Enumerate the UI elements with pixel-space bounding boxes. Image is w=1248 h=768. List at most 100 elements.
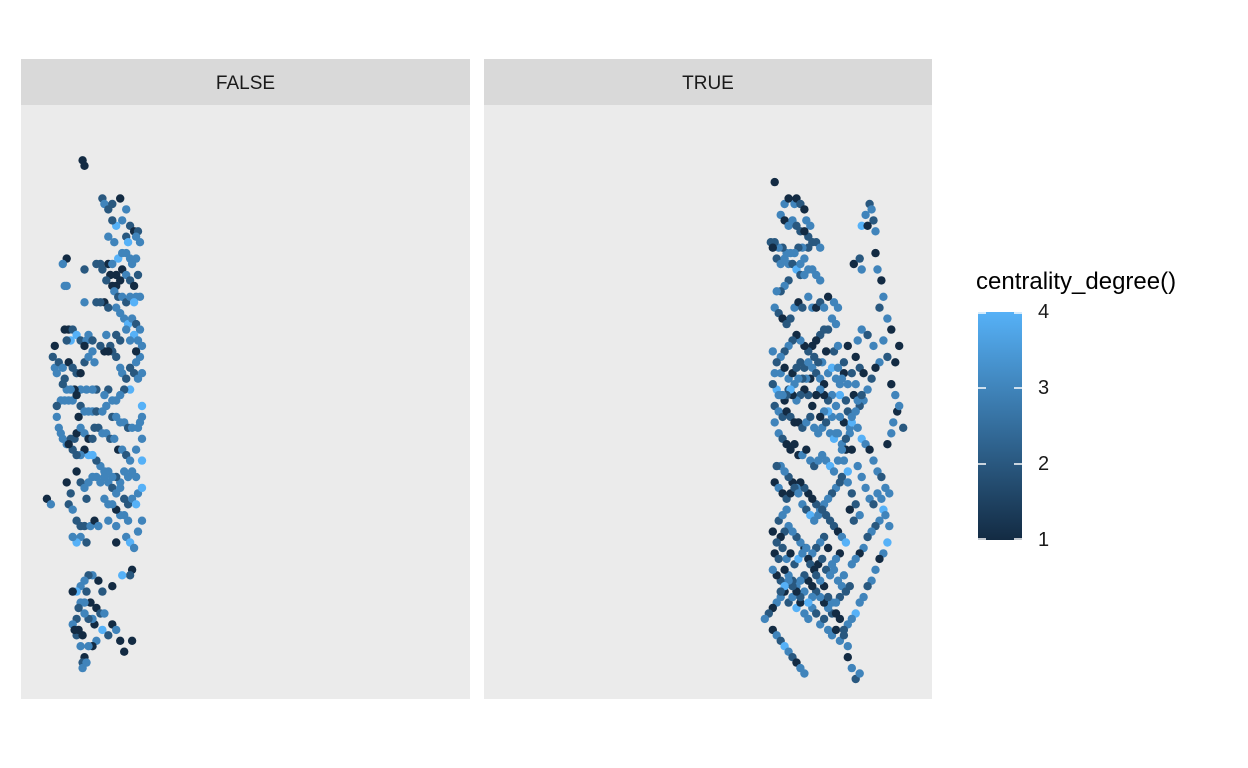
scatter-point xyxy=(835,412,845,422)
scatter-point xyxy=(879,292,888,301)
scatter-point xyxy=(821,418,831,427)
scatter-point xyxy=(122,205,131,214)
scatter-point xyxy=(833,363,843,372)
scatter-point xyxy=(80,265,89,274)
scatter-point xyxy=(125,456,135,465)
scatter-point xyxy=(782,505,791,514)
scatter-point xyxy=(786,549,795,558)
scatter-point xyxy=(116,636,125,645)
scatter-point xyxy=(863,532,872,542)
scatter-point xyxy=(796,259,805,269)
scatter-point xyxy=(839,625,849,635)
scatter-point xyxy=(768,347,777,356)
scatter-point xyxy=(135,325,145,334)
scatter-point xyxy=(883,538,892,547)
scatter-point xyxy=(110,238,119,247)
scatter-point xyxy=(837,445,847,454)
scatter-point xyxy=(137,456,147,465)
scatter-point xyxy=(127,259,137,269)
scatter-point xyxy=(843,642,852,651)
scatter-point xyxy=(102,401,111,411)
scatter-point xyxy=(871,227,880,236)
scatter-point xyxy=(108,582,117,591)
scatter-point xyxy=(102,330,111,340)
scatter-point xyxy=(60,281,69,291)
scatter-point xyxy=(839,456,849,465)
scatter-point xyxy=(847,663,856,673)
scatter-point xyxy=(770,369,779,378)
scatter-point xyxy=(883,352,892,362)
scatter-point xyxy=(819,303,829,312)
scatter-point xyxy=(772,538,781,547)
colorbar-tick-label: 2 xyxy=(1038,453,1050,475)
facet-label-true: TRUE xyxy=(682,73,734,94)
scatter-point xyxy=(847,412,856,422)
scatter-point xyxy=(774,554,783,564)
scatter-point xyxy=(847,445,856,454)
scatter-point xyxy=(80,298,89,307)
scatter-point xyxy=(837,374,847,383)
colorbar-tick-label: 1 xyxy=(1038,529,1050,551)
scatter-point xyxy=(806,221,815,230)
scatter-point xyxy=(104,303,113,312)
scatter-point xyxy=(831,609,841,618)
scatter-point xyxy=(871,248,880,258)
colorbar xyxy=(978,312,1022,540)
scatter-point xyxy=(768,380,777,389)
scatter-point xyxy=(879,336,888,345)
scatter-point xyxy=(772,461,781,471)
scatter-point xyxy=(133,527,143,536)
scatter-point xyxy=(873,265,882,274)
scatter-point xyxy=(82,538,91,547)
scatter-point xyxy=(869,456,878,465)
scatter-point xyxy=(895,401,904,411)
scatter-point xyxy=(772,358,781,367)
scatter-point xyxy=(127,636,137,645)
scatter-point xyxy=(853,461,862,471)
facet-label-false: FALSE xyxy=(215,73,276,94)
scatter-point xyxy=(831,625,841,635)
scatter-point xyxy=(853,423,862,432)
scatter-point xyxy=(120,647,129,656)
scatter-point xyxy=(760,614,769,624)
scatter-plot-true xyxy=(760,177,908,684)
scatter-point xyxy=(112,538,121,547)
scatter-point xyxy=(768,243,777,252)
scatter-point xyxy=(877,276,886,285)
scatter-point xyxy=(823,543,833,553)
scatter-point xyxy=(816,276,825,285)
scatter-point xyxy=(112,521,121,531)
scatter-point xyxy=(82,587,91,596)
scatter-point xyxy=(52,401,61,411)
scatter-point xyxy=(885,489,894,498)
scatter-point xyxy=(804,292,813,301)
scatter-point xyxy=(131,445,141,454)
scatter-point xyxy=(831,319,841,329)
scatter-point xyxy=(112,352,121,362)
scatter-point xyxy=(110,434,119,443)
scatter-point xyxy=(895,341,904,351)
scatter-point xyxy=(58,380,67,389)
scatter-point xyxy=(80,341,89,351)
scatter-point xyxy=(768,527,777,536)
scatter-point xyxy=(772,287,781,296)
scatter-point xyxy=(869,341,878,351)
scatter-point xyxy=(129,298,139,307)
scatter-point xyxy=(131,232,141,241)
scatter-point xyxy=(887,325,896,334)
scatter-point xyxy=(98,625,107,635)
scatter-point xyxy=(800,669,809,678)
facet-strip-true xyxy=(484,59,932,105)
scatter-point xyxy=(52,369,61,378)
scatter-point xyxy=(833,456,843,465)
scatter-point xyxy=(829,467,839,476)
scatter-point xyxy=(843,341,852,351)
scatter-point xyxy=(871,363,880,372)
scatter-point xyxy=(74,603,83,613)
scatter-point xyxy=(875,554,884,564)
scatter-point xyxy=(94,521,103,531)
scatter-point xyxy=(80,161,89,170)
scatter-point xyxy=(786,314,795,323)
scatter-point xyxy=(851,352,860,362)
scatter-point xyxy=(94,576,103,585)
